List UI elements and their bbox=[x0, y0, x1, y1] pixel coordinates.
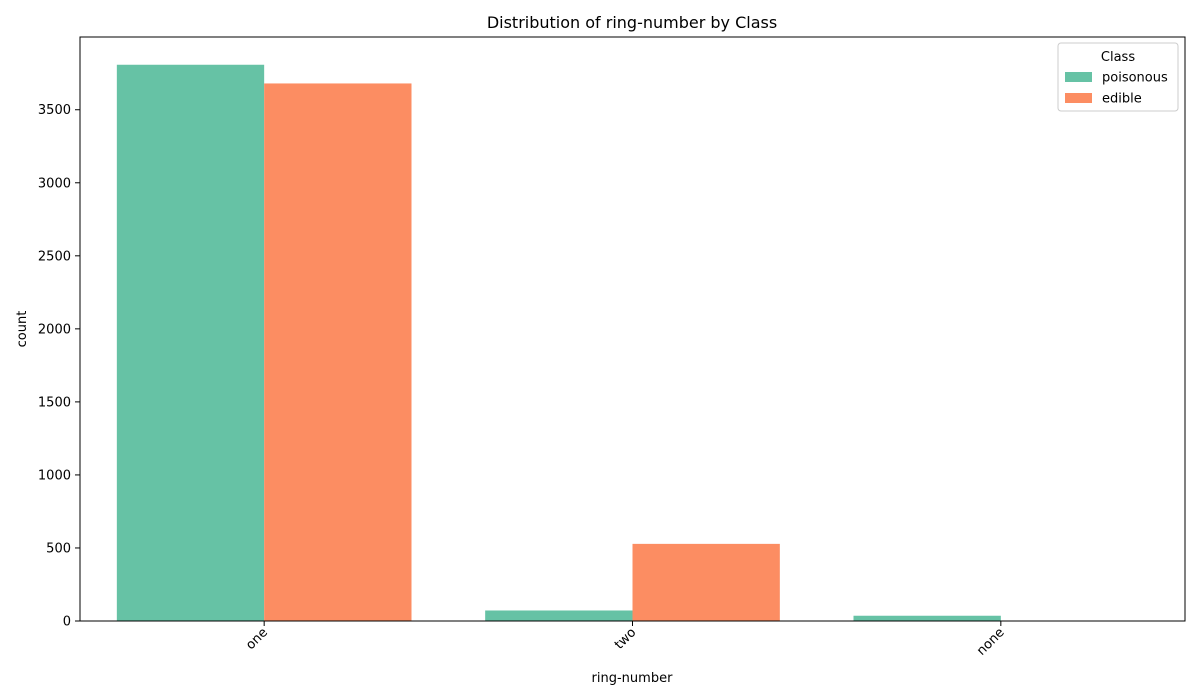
bars-group bbox=[116, 64, 1001, 621]
bar-poisonous-one bbox=[116, 64, 265, 621]
x-tick-label-one: one bbox=[243, 625, 271, 653]
x-tick-label-two: two bbox=[612, 625, 639, 652]
legend-swatch-poisonous bbox=[1065, 72, 1092, 82]
y-axis: 0 500 1000 1500 2000 2500 3000 3500 bbox=[38, 103, 80, 630]
legend-label-edible: edible bbox=[1102, 92, 1142, 107]
legend-label-poisonous: poisonous bbox=[1102, 71, 1168, 86]
x-axis-label: ring-number bbox=[592, 671, 674, 686]
y-tick-label: 500 bbox=[46, 541, 71, 556]
plot-frame bbox=[79, 36, 1186, 622]
bar-edible-two bbox=[632, 543, 780, 621]
y-tick-label: 2500 bbox=[38, 249, 71, 264]
bar-edible-one bbox=[264, 83, 412, 621]
y-axis-label: count bbox=[15, 311, 30, 348]
legend-title: Class bbox=[1101, 50, 1135, 65]
chart-title: Distribution of ring-number by Class bbox=[487, 13, 777, 32]
y-tick-label: 0 bbox=[63, 615, 71, 630]
y-tick-label: 3500 bbox=[38, 103, 71, 118]
bar-poisonous-none bbox=[853, 615, 1001, 621]
bar-poisonous-two bbox=[485, 610, 633, 621]
x-axis: one two none bbox=[243, 621, 1008, 659]
y-tick-label: 1000 bbox=[38, 468, 71, 483]
y-tick-label: 3000 bbox=[38, 176, 71, 191]
legend: Class poisonous edible bbox=[1057, 42, 1179, 112]
legend-swatch-edible bbox=[1065, 93, 1092, 103]
y-tick-label: 1500 bbox=[38, 395, 71, 410]
x-tick-label-none: none bbox=[974, 625, 1008, 659]
y-tick-label: 2000 bbox=[38, 322, 71, 337]
